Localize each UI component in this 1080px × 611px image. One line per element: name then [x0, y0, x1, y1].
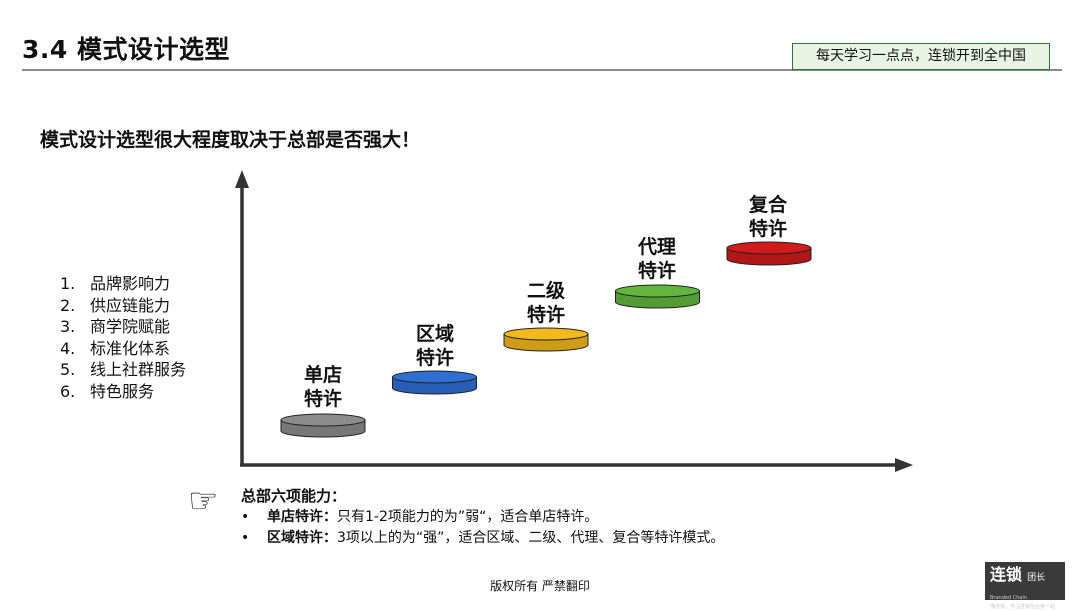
list-item: 6. 特色服务 — [60, 381, 186, 403]
stage-disc — [615, 284, 700, 309]
bullet: • — [241, 530, 250, 546]
stage-disc — [280, 413, 366, 438]
list-label: 供应链能力 — [90, 295, 171, 315]
x-axis-arrow — [895, 458, 913, 472]
summary-block: 总部六项能力： • 单店特许： 只有1-2项能力的为”弱“，适合单店特许。 • … — [241, 486, 724, 549]
page-title: 3.4 模式设计选型 — [22, 35, 230, 64]
list-item: 2. 供应链能力 — [60, 295, 186, 317]
stage-disc — [392, 370, 477, 395]
abilities-list: 1. 品牌影响力 2. 供应链能力 3. 商学院赋能 4. 标准化体系 5. 线上社群服务… — [60, 273, 186, 403]
summary-term: 区域特许： — [267, 530, 337, 546]
list-label: 特色服务 — [90, 381, 155, 401]
stage-label: 复合 特许 — [748, 194, 787, 240]
logo-name: 连锁 — [990, 565, 1023, 584]
summary-item: • 单店特许： 只有1-2项能力的为”弱“，适合单店特许。 — [241, 507, 724, 528]
slogan-box: 每天学习一点点，连锁开到全中国 — [792, 43, 1050, 70]
list-item: 1. 品牌影响力 — [60, 273, 186, 295]
list-number: 6. — [60, 381, 76, 401]
y-axis-arrow — [235, 170, 249, 188]
stage-label: 单店 特许 — [303, 364, 342, 410]
list-item: 3. 商学院赋能 — [60, 316, 186, 338]
summary-heading: 总部六项能力： — [241, 487, 347, 505]
list-number: 4. — [60, 338, 76, 358]
stage-disc — [726, 241, 812, 266]
brand-logo: 连锁 团长 Branded Chain 懂连锁，专注连锁创业第一站 — [985, 562, 1065, 610]
stage-label: 区域 特许 — [415, 323, 454, 369]
list-label: 商学院赋能 — [90, 317, 171, 337]
summary-text: 只有1-2项能力的为”弱“，适合单店特许。 — [337, 509, 599, 525]
list-item: 4. 标准化体系 — [60, 338, 186, 360]
summary-text: 3项以上的为“强”，适合区域、二级、代理、复合等特许模式。 — [337, 530, 725, 546]
copyright-footer: 版权所有 严禁翻印 — [490, 579, 590, 593]
logo-tagline: 懂连锁，专注连锁创业第一站 — [990, 604, 1056, 610]
logo-sub-en: Branded Chain — [990, 595, 1028, 601]
list-label: 品牌影响力 — [90, 274, 171, 293]
summary-item: • 区域特许： 3项以上的为“强”，适合区域、二级、代理、复合等特许模式。 — [241, 528, 724, 549]
stage-label: 二级 特许 — [526, 280, 565, 326]
summary-term: 单店特许： — [267, 509, 337, 525]
list-number: 1. — [60, 274, 76, 293]
stage-discs — [280, 241, 812, 438]
bullet: • — [241, 509, 250, 525]
slide-subtitle: 模式设计选型很大程度取决于总部是否强大！ — [40, 129, 421, 151]
list-number: 2. — [60, 295, 76, 315]
logo-sub: 团长 — [1027, 573, 1046, 583]
list-item: 5. 线上社群服务 — [60, 359, 186, 381]
stage-label: 代理 特许 — [637, 236, 676, 282]
list-label: 线上社群服务 — [90, 360, 187, 380]
list-number: 5. — [60, 360, 76, 380]
list-label: 标准化体系 — [90, 338, 171, 358]
pointing-hand-icon: ☞ — [188, 481, 219, 521]
stage-disc — [503, 327, 589, 352]
list-number: 3. — [60, 317, 76, 337]
title-divider — [22, 69, 1062, 71]
